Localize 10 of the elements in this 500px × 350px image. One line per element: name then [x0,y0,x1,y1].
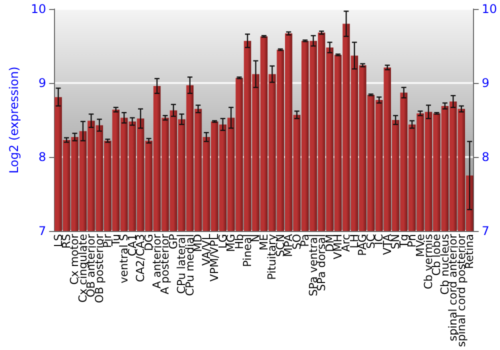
y-axis-title: Log2 (expression) [7,66,21,174]
y-tick-label: 8 [38,150,46,164]
y2-tick-label: 8 [482,150,490,164]
y-tick-label: 7 [38,224,46,238]
x-tick-label: Pituitary [266,234,279,280]
y2-tick-label: 9 [482,76,490,90]
y-tick-label: 9 [38,76,46,90]
y-tick-label: 10 [30,2,46,16]
y2-tick-label: 7 [482,224,490,238]
y2-tick-label: 10 [482,2,498,16]
